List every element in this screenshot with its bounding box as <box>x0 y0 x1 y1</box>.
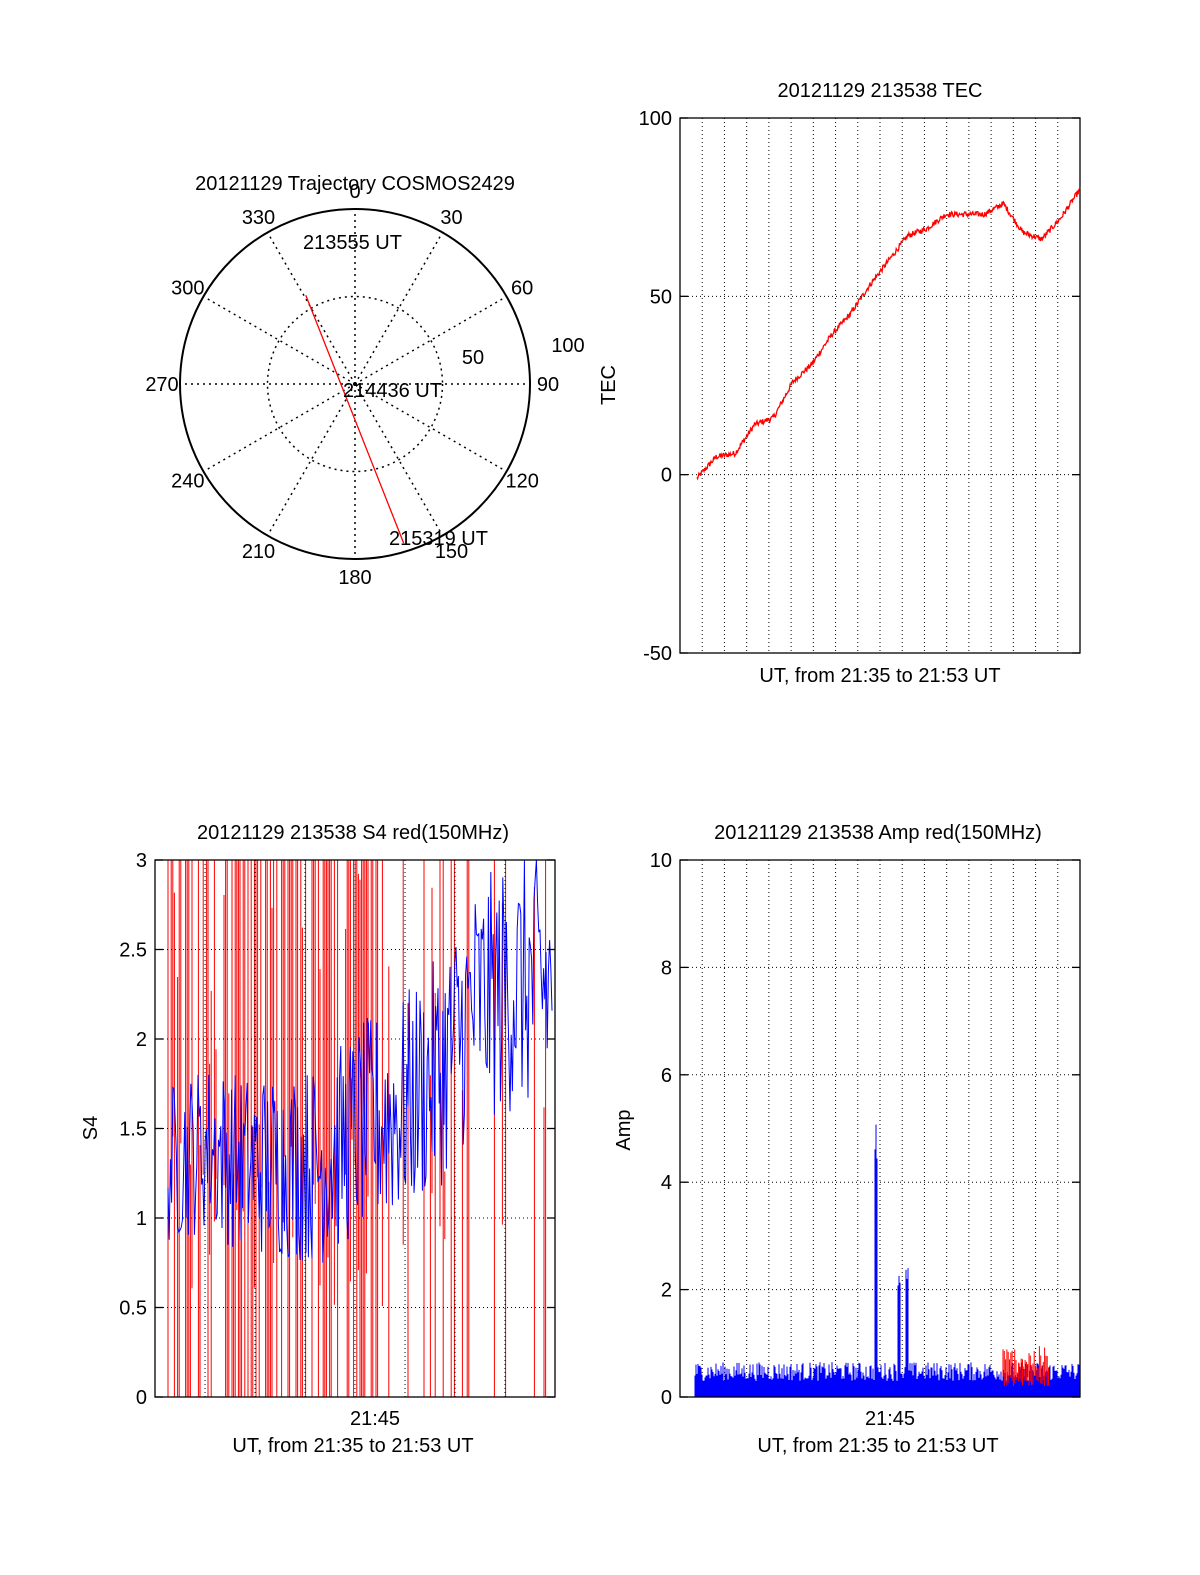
polar-spoke-gridline <box>354 383 444 536</box>
polar-spoke-gridline <box>354 232 444 385</box>
polar-radial-gridline <box>266 295 444 473</box>
polar-spoke-gridline <box>266 383 356 536</box>
tec-y-tick-label: -50 <box>643 643 672 665</box>
polar-title: 20121129 Trajectory COSMOS2429 <box>195 173 515 195</box>
amp-y-tick-label: 6 <box>661 1065 672 1087</box>
tec-series-line <box>696 186 1081 481</box>
tec-y-tick-label: 0 <box>661 465 672 487</box>
polar-angle-label: 0 <box>349 181 360 203</box>
polar-spoke-gridline <box>203 295 356 385</box>
s4-chart: 20121129 213538 S4 red(150MHz) 0 0.5 1 1.5 2… <box>80 822 556 1457</box>
polar-spoke-gridline <box>203 383 356 473</box>
amp-y-tick-label: 10 <box>650 850 672 872</box>
tec-y-tick-label: 100 <box>639 108 672 130</box>
trajectory-end-label: 215319 UT <box>389 528 488 550</box>
amp-x-tick-label: 21:45 <box>865 1408 915 1430</box>
polar-radial-tick: 50 <box>462 347 484 369</box>
s4-y-tick-label: 2 <box>136 1029 147 1051</box>
amp-plot-frame <box>679 859 1081 1398</box>
polar-angle-label: 300 <box>171 278 204 300</box>
tec-y-tick-label: 50 <box>650 286 672 308</box>
s4-y-tick-label: 2.5 <box>119 940 147 962</box>
amp-chart: 20121129 213538 Amp red(150MHz) 0246810 … <box>613 822 1081 1457</box>
tec-ylabel: TEC <box>598 365 620 405</box>
amp-blue-series <box>694 1124 1081 1397</box>
s4-grid <box>155 859 555 1398</box>
polar-angle-label: 180 <box>338 567 371 589</box>
trajectory-mid-label: 214436 UT <box>343 380 442 402</box>
polar-angle-label: 120 <box>505 471 538 493</box>
polar-angle-label: 150 <box>435 541 468 563</box>
s4-x-tick-label: 21:45 <box>350 1408 400 1430</box>
polar-angle-label: 30 <box>440 207 462 229</box>
polar-angle-label: 240 <box>171 471 204 493</box>
trajectory-start-label: 213555 UT <box>303 232 402 254</box>
amp-ylabel: Amp <box>613 1109 635 1150</box>
polar-angle-labels: 0 30 60 90 120 150 180 210 240 270 300 330 <box>145 181 559 589</box>
polar-angle-label: 330 <box>242 207 275 229</box>
polar-angle-label: 210 <box>242 541 275 563</box>
tec-grid <box>680 117 1080 654</box>
amp-y-tick-label: 4 <box>661 1172 672 1194</box>
polar-spoke-gridline <box>354 295 507 385</box>
s4-title: 20121129 213538 S4 red(150MHz) <box>197 822 509 844</box>
s4-y-tick-label: 1 <box>136 1208 147 1230</box>
polar-spoke-gridline <box>266 232 356 385</box>
polar-grid <box>180 209 530 559</box>
polar-trajectory-chart: 20121129 Trajectory COSMOS2429 0 30 60 90 12… <box>145 173 584 589</box>
s4-y-tick-label: 0.5 <box>119 1298 147 1320</box>
polar-spoke-gridline <box>354 383 507 473</box>
trajectory-line <box>305 294 405 544</box>
amp-grid <box>680 859 1080 1398</box>
amp-y-ticks: 0 2 4 6 8 10 <box>650 850 1080 1409</box>
s4-ylabel: S4 <box>80 1116 102 1140</box>
tec-xlabel: UT, from 21:35 to 21:53 UT <box>759 665 1000 687</box>
s4-y-tick-label: 1.5 <box>119 1119 147 1141</box>
amp-red-series <box>1002 1346 1049 1387</box>
tec-plot-frame <box>679 117 1081 654</box>
polar-angle-label: 60 <box>511 278 533 300</box>
polar-angle-label: 270 <box>145 374 178 396</box>
s4-blue-series-line <box>167 859 553 1263</box>
tec-y-ticks: -50 0 50 100 <box>639 108 1080 665</box>
s4-y-ticks: 0 0.5 1 1.5 2 2.5 3 <box>119 850 555 1409</box>
tec-title: 20121129 213538 TEC <box>778 80 983 102</box>
tec-chart: 20121129 213538 TEC -50 0 50 100 TEC UT, fr… <box>598 80 1081 687</box>
s4-y-tick-label: 3 <box>136 850 147 872</box>
polar-angle-label: 90 <box>537 374 559 396</box>
amp-title: 20121129 213538 Amp red(150MHz) <box>714 822 1042 844</box>
amp-y-tick-label: 8 <box>661 957 672 979</box>
s4-xlabel: UT, from 21:35 to 21:53 UT <box>232 1435 473 1457</box>
polar-radial-tick: 100 <box>551 335 584 357</box>
amp-xlabel: UT, from 21:35 to 21:53 UT <box>757 1435 998 1457</box>
amp-y-tick-label: 2 <box>661 1280 672 1302</box>
s4-y-tick-label: 0 <box>136 1387 147 1409</box>
polar-outer-ring <box>179 208 531 560</box>
amp-y-tick-label: 0 <box>661 1387 672 1409</box>
